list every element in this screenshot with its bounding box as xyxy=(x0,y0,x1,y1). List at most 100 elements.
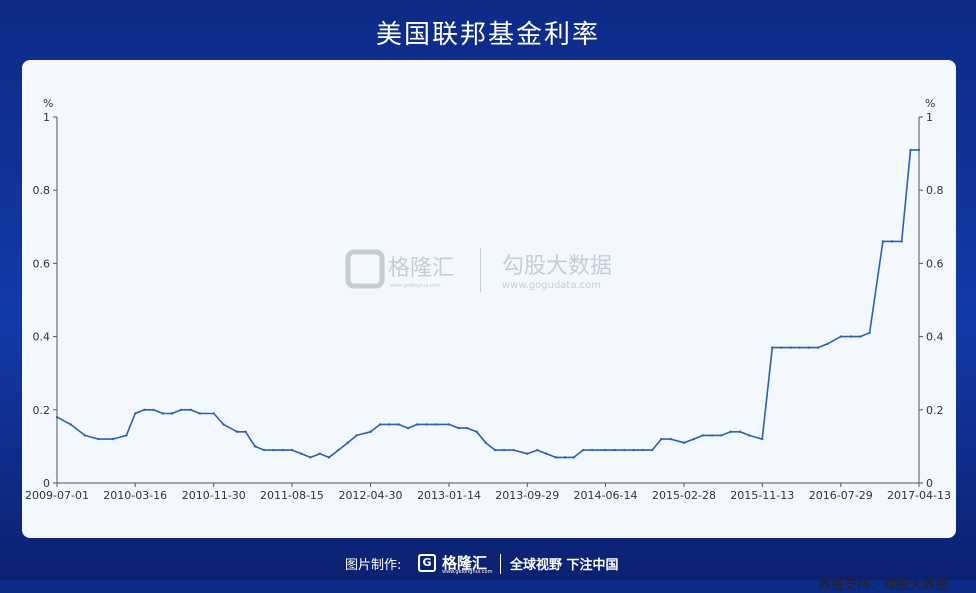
data-point xyxy=(69,423,72,426)
data-point xyxy=(262,448,266,452)
data-point xyxy=(632,448,635,452)
x-tick-label: 2010-11-30 xyxy=(182,489,246,502)
y-tick-label-left: 0 xyxy=(43,477,50,490)
data-point xyxy=(660,437,663,441)
data-point xyxy=(816,346,820,349)
data-point xyxy=(97,437,100,441)
data-point xyxy=(604,448,607,452)
data-point xyxy=(379,423,382,426)
data-point xyxy=(849,335,853,338)
x-tick-label: 2015-02-28 xyxy=(652,489,716,502)
watermark-brand-url: www.gelonghui.com xyxy=(390,283,441,289)
data-point xyxy=(900,240,903,243)
footer-logo-icon: G xyxy=(418,554,436,572)
x-tick-label: 2017-04-13 xyxy=(887,489,951,502)
x-tick-label: 2016-07-29 xyxy=(809,489,873,502)
data-point xyxy=(780,346,783,349)
data-point xyxy=(720,434,723,437)
data-point xyxy=(406,426,410,430)
data-point xyxy=(771,346,774,349)
data-point xyxy=(711,434,714,437)
data-point xyxy=(253,445,257,448)
data-point xyxy=(623,448,626,452)
data-point xyxy=(650,448,654,452)
y-tick-label-right: 0 xyxy=(926,477,933,490)
watermark-logo-icon xyxy=(345,249,385,289)
data-point xyxy=(309,456,312,459)
x-tick-label: 2009-07-01 xyxy=(25,489,89,502)
data-point xyxy=(290,448,294,452)
chart-card: 格隆汇 www.gelonghui.com 勾股大数据 www.gogudata… xyxy=(22,60,956,593)
data-point xyxy=(613,448,617,452)
data-point xyxy=(434,423,437,426)
y-tick-label-left: 0.2 xyxy=(33,404,51,417)
data-point xyxy=(917,148,921,152)
data-point xyxy=(416,423,419,426)
data-point xyxy=(281,448,284,452)
watermark-data-url: www.gogudata.com xyxy=(502,280,601,291)
data-point xyxy=(125,434,128,437)
footer-slogan: 全球视野 下注中国 xyxy=(510,558,619,573)
data-point xyxy=(457,426,460,430)
data-point xyxy=(738,430,742,433)
x-tick-label: 2013-01-14 xyxy=(417,489,481,502)
y-tick-label-right: 0.4 xyxy=(926,331,944,344)
data-point xyxy=(212,412,215,415)
data-point xyxy=(590,448,594,452)
data-point xyxy=(272,448,275,452)
data-point xyxy=(807,346,811,349)
y-tick-label-left: 0.4 xyxy=(33,331,51,344)
data-point xyxy=(425,423,428,426)
data-point xyxy=(881,240,885,243)
watermark: 格隆汇 www.gelonghui.com 勾股大数据 www.gogudata… xyxy=(345,248,612,292)
data-point xyxy=(503,448,506,452)
data-point xyxy=(641,448,644,452)
data-point xyxy=(235,430,239,433)
y-tick-label-right: 0.2 xyxy=(926,404,944,417)
data-point xyxy=(701,434,705,437)
watermark-divider xyxy=(480,248,481,292)
footer-logo-url: www.gelonghui.com xyxy=(442,569,493,575)
data-point xyxy=(526,452,529,455)
footer-made-by: 图片制作: xyxy=(345,558,402,573)
y-axis-unit-left: % xyxy=(43,97,53,110)
data-point xyxy=(466,426,469,430)
data-point xyxy=(512,448,515,452)
data-point xyxy=(581,448,585,452)
data-point xyxy=(318,452,322,455)
y-tick-label-right: 1 xyxy=(926,111,933,124)
data-point xyxy=(346,441,349,444)
footer-logo-name: 格隆汇 xyxy=(442,554,488,572)
data-point xyxy=(868,331,871,335)
data-point xyxy=(493,448,497,452)
data-point xyxy=(369,430,372,433)
y-tick-label-left: 0.8 xyxy=(33,184,51,197)
data-point xyxy=(355,434,358,437)
data-point xyxy=(134,412,137,415)
data-point xyxy=(475,430,478,433)
x-tick-label: 2011-08-15 xyxy=(260,489,324,502)
data-point xyxy=(300,452,303,455)
y-tick-label-left: 0.6 xyxy=(33,257,51,270)
data-point xyxy=(484,441,487,444)
data-point xyxy=(244,430,247,433)
data-point xyxy=(83,434,87,437)
x-tick-label: 2013-09-29 xyxy=(495,489,559,502)
data-point xyxy=(143,408,146,411)
data-point xyxy=(858,335,862,338)
series-line xyxy=(56,149,919,459)
chart-title: 美国联邦基金利率 xyxy=(375,20,600,50)
line-chart: 格隆汇 www.gelonghui.com 勾股大数据 www.gogudata… xyxy=(25,97,951,502)
x-tick-label: 2015-11-13 xyxy=(730,489,794,502)
x-tick-label: 2012-04-30 xyxy=(339,489,403,502)
watermark-brand: 格隆汇 xyxy=(388,256,454,281)
data-point xyxy=(891,240,894,243)
data-point xyxy=(669,437,672,441)
data-point xyxy=(563,456,567,459)
data-point xyxy=(682,441,686,444)
data-point xyxy=(198,412,202,415)
data-point xyxy=(55,415,59,419)
data-point xyxy=(826,342,829,346)
data-point xyxy=(152,408,155,411)
data-point xyxy=(572,456,575,459)
